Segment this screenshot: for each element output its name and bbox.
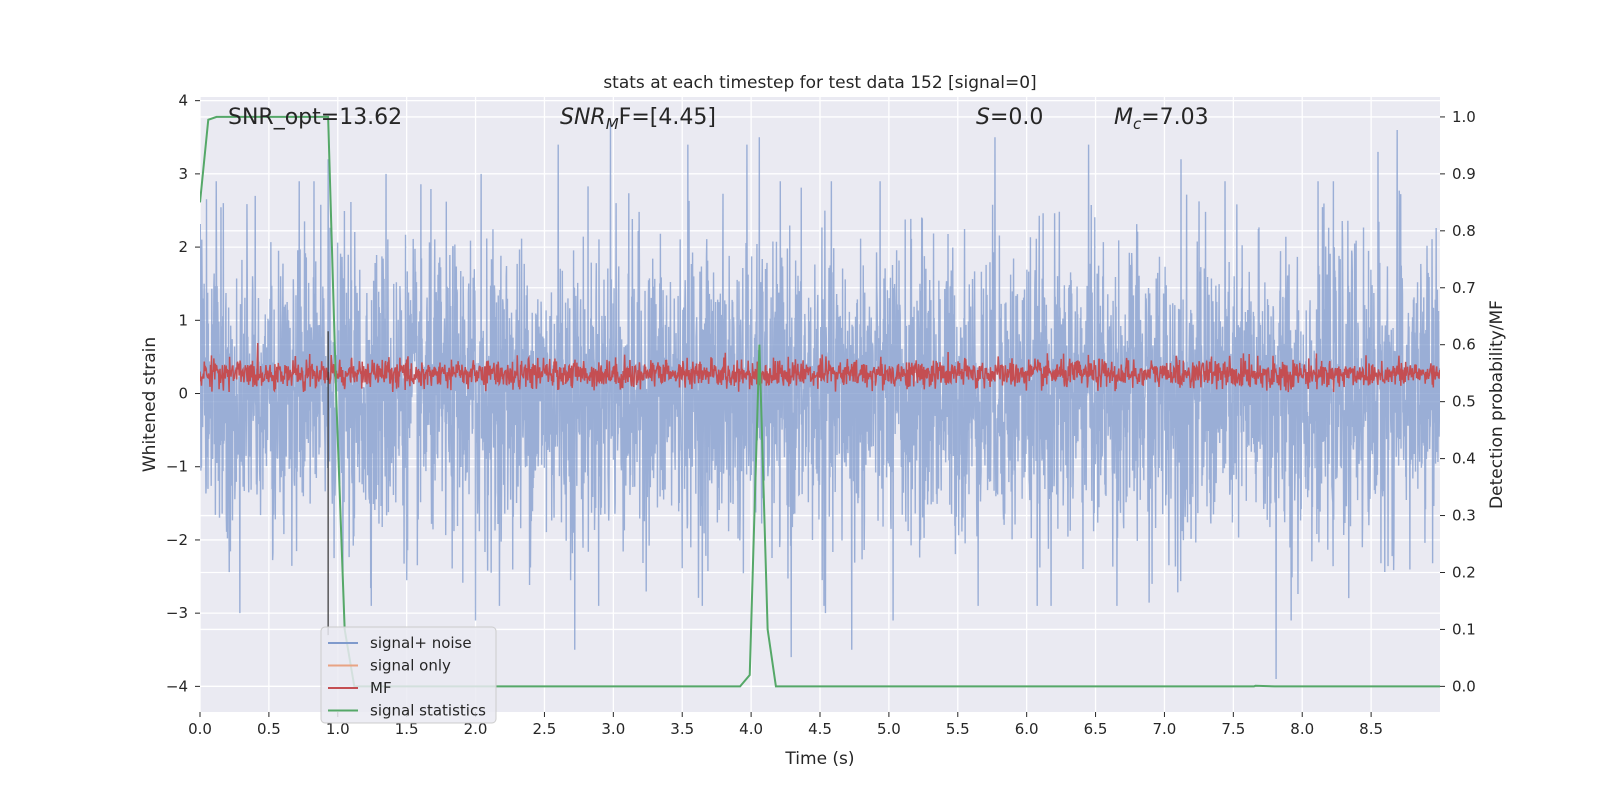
annotation-s: S=0.0 (976, 105, 1043, 130)
y2-tick-label: 0.2 (1452, 563, 1476, 581)
snr-mf-sub: M (606, 115, 619, 133)
annotation-snr-opt: SNR_opt=13.62 (228, 105, 402, 130)
y-tick-label: 4 (178, 92, 188, 110)
legend-box (320, 626, 497, 724)
mc-value: =7.03 (1141, 105, 1208, 130)
y-tick-label: −4 (166, 677, 188, 695)
legend-entry: signal+ noise (370, 634, 472, 652)
x-tick-label: 0.0 (188, 720, 212, 738)
y-tick-label: 3 (178, 165, 188, 183)
legend-entry: signal statistics (370, 702, 486, 720)
y-tick-label: −1 (166, 458, 188, 476)
x-tick-label: 8.5 (1359, 720, 1383, 738)
snr-mf-main: SNR (560, 105, 606, 130)
x-tick-label: 7.0 (1153, 720, 1177, 738)
legend-entry: MF (370, 679, 392, 697)
x-axis-label: Time (s) (784, 749, 854, 769)
y2-tick-label: 1.0 (1452, 108, 1476, 126)
signal-statistics-line (200, 115, 1440, 688)
snr-mf-value: F=[4.45] (619, 105, 716, 130)
x-tick-label: 3.0 (601, 720, 625, 738)
y-tick-label: −3 (166, 604, 188, 622)
s-symbol: S (976, 105, 990, 130)
y2-tick-label: 0.9 (1452, 165, 1476, 183)
y2-tick-label: 0.6 (1452, 336, 1476, 354)
x-tick-label: 5.5 (946, 720, 970, 738)
x-tick-label: 1.5 (395, 720, 419, 738)
x-tick-label: 6.5 (1084, 720, 1108, 738)
y-tick-label: −2 (166, 531, 188, 549)
legend-entry: signal only (370, 657, 451, 675)
y-tick-label: 2 (178, 238, 188, 256)
y2-tick-label: 0.1 (1452, 620, 1476, 638)
y2-axis-label: Detection probability/MF (1487, 300, 1507, 509)
signal-plus-noise-line (200, 122, 1440, 680)
x-tick-label: 6.0 (1015, 720, 1039, 738)
y2-tick-label: 0.3 (1452, 507, 1476, 525)
y-tick-label: 0 (178, 385, 188, 403)
y2-tick-label: 0.4 (1452, 450, 1476, 468)
y-tick-label: 1 (178, 311, 188, 329)
x-tick-label: 2.5 (533, 720, 557, 738)
y-axis-label: Whitened strain (140, 337, 160, 472)
x-tick-label: 8.0 (1290, 720, 1314, 738)
x-tick-label: 1.0 (326, 720, 350, 738)
x-tick-label: 5.0 (877, 720, 901, 738)
s-value: =0.0 (990, 105, 1043, 130)
annotation-mc: Mc=7.03 (1114, 105, 1209, 133)
plot-clip-group (200, 115, 1440, 688)
mf-line (200, 342, 1440, 393)
annotation-snr-mf: SNRMF=[4.45] (560, 105, 716, 133)
x-tick-label: 3.5 (670, 720, 694, 738)
y2-tick-label: 0.7 (1452, 279, 1476, 297)
x-tick-label: 4.5 (808, 720, 832, 738)
mc-sub: c (1133, 115, 1142, 133)
y2-tick-label: 0.8 (1452, 222, 1476, 240)
legend: signal+ noise signal only MF signal statist… (320, 626, 497, 724)
x-tick-label: 7.5 (1221, 720, 1245, 738)
x-tick-label: 0.5 (257, 720, 281, 738)
axes: 0.0 0.5 1.0 1.5 2.0 2.5 3.0 3.5 4.0 4.5 5.0 5.5 6.0 6… (166, 92, 1476, 738)
series-lines (200, 115, 1440, 688)
mc-symbol: M (1114, 105, 1133, 130)
x-tick-label: 2.0 (464, 720, 488, 738)
x-tick-label: 4.0 (739, 720, 763, 738)
y2-tick-label: 0.5 (1452, 393, 1476, 411)
y2-tick-label: 0.0 (1452, 677, 1476, 695)
chart-title: stats at each timestep for test data 152… (603, 73, 1036, 93)
